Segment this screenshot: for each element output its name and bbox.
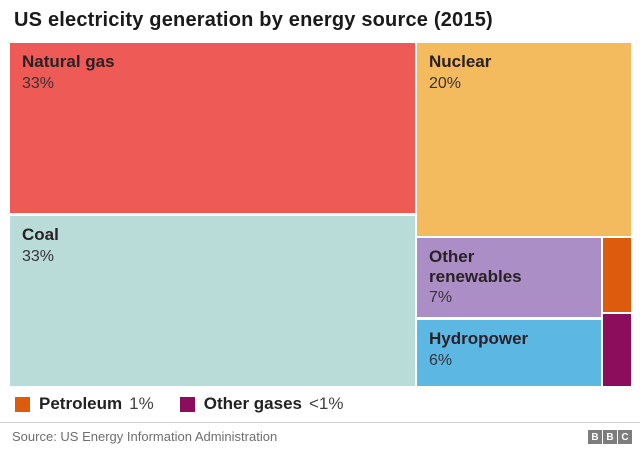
source-attribution: Source: US Energy Information Administra… <box>12 429 278 444</box>
treemap-node-label: Nuclear <box>429 52 492 71</box>
legend-value: 1% <box>129 394 154 413</box>
treemap-node-other-gases <box>603 314 631 386</box>
legend: Petroleum 1% Other gases <1% <box>15 394 369 414</box>
bbc-logo-letter: C <box>618 430 632 444</box>
treemap-node-natural-gas: Natural gas 33% <box>10 43 415 213</box>
legend-value: <1% <box>308 394 344 413</box>
treemap-node-value: 33% <box>22 247 55 265</box>
bbc-logo-letter: B <box>603 430 617 444</box>
treemap-node-petroleum <box>603 238 631 312</box>
treemap-node-label: Hydropower <box>429 329 529 348</box>
legend-label: Petroleum <box>39 394 123 413</box>
bbc-logo-letter: B <box>588 430 602 444</box>
treemap-node-value: 20% <box>429 74 462 92</box>
treemap-node-label: Natural gas <box>22 52 115 71</box>
legend-swatch-other-gases <box>179 396 195 412</box>
footer-divider <box>0 422 640 423</box>
treemap-node-value: 7% <box>429 289 453 307</box>
treemap-node-value: 33% <box>22 74 55 92</box>
chart-title: US electricity generation by energy sour… <box>14 9 493 31</box>
treemap: Natural gas 33% Coal 33% Nuclear 20% Other ren… <box>10 43 631 386</box>
treemap-node-nuclear: Nuclear 20% <box>417 43 631 236</box>
treemap-node-coal: Coal 33% <box>10 216 415 386</box>
legend-item-other-gases: Other gases <1% <box>179 394 344 414</box>
treemap-node-value: 6% <box>429 351 453 369</box>
treemap-node-hydropower: Hydropower 6% <box>417 320 601 386</box>
legend-swatch-petroleum <box>15 396 30 412</box>
treemap-node-other-renewables: Other renewables 7% <box>417 238 601 317</box>
treemap-node-label: Coal <box>22 225 59 244</box>
legend-label: Other gases <box>203 394 302 413</box>
legend-item-petroleum: Petroleum 1% <box>15 394 154 414</box>
treemap-node-label: Other renewables <box>429 247 522 286</box>
